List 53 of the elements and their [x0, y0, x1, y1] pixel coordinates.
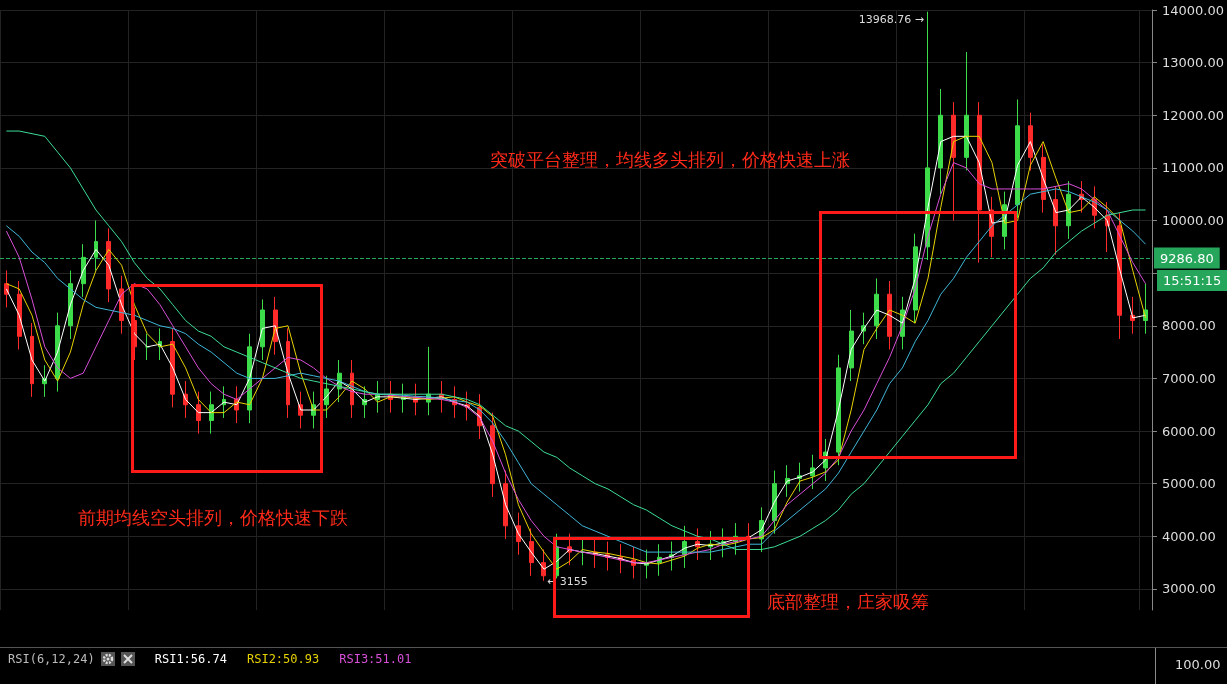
candlestick — [887, 280, 892, 350]
candlestick — [209, 391, 214, 435]
annotation: 底部整理，庄家吸筹 — [767, 590, 929, 612]
candlestick — [951, 101, 956, 222]
candlestick — [196, 391, 201, 435]
candlestick — [286, 327, 290, 419]
y-tick-label: 10000.00 — [1161, 213, 1224, 229]
y-tick-label: 6000.00 — [1161, 423, 1216, 439]
annotation: 突破平台整理，均线多头排列，价格快速上涨 — [490, 148, 850, 170]
candlestick — [964, 51, 969, 172]
text: RSI1:56.74 — [154, 652, 227, 666]
candlestick — [1053, 185, 1058, 256]
candlestick — [849, 309, 854, 382]
candlestick — [529, 527, 534, 577]
y-tick-label: 7000.00 — [1161, 370, 1216, 386]
candlestick — [1028, 112, 1033, 172]
y-tick-label: 3000.00 — [1161, 581, 1216, 597]
text: RSI2:50.93 — [246, 652, 320, 666]
candlestick — [81, 243, 86, 298]
y-tick-label: 13000.00 — [1161, 55, 1224, 71]
y-tick-label: 11000.00 — [1161, 160, 1224, 176]
candlestick — [1015, 98, 1020, 219]
candlestick — [324, 375, 329, 419]
candlestick — [580, 538, 585, 566]
annotation: 前期均线空头排列，价格快速下跌 — [78, 506, 348, 528]
text: RSI3:51.01 — [339, 652, 412, 666]
candlestick — [695, 527, 700, 561]
candlestick — [836, 354, 841, 466]
annotation: 13968.76 → — [858, 12, 924, 26]
candlestick — [1066, 180, 1071, 240]
y-tick-label: 4000.00 — [1161, 528, 1216, 544]
text: RSI(6,12,24) — [8, 652, 95, 666]
candlestick — [30, 322, 34, 398]
candlestick — [1143, 283, 1148, 335]
candlestick — [977, 101, 982, 264]
candlestick — [170, 327, 175, 408]
candlestick — [145, 333, 150, 361]
y-tick-label: 14000.00 — [1161, 2, 1224, 18]
text: 15:51:15 — [1163, 273, 1222, 289]
candlestick — [772, 470, 777, 535]
candlestick — [938, 88, 943, 195]
candlestick — [17, 280, 22, 350]
y-tick-label: 5000.00 — [1161, 476, 1216, 492]
y-tick-label: 12000.00 — [1161, 107, 1224, 123]
candlestick — [260, 298, 265, 361]
candlestick — [94, 220, 98, 272]
candlestick — [1117, 212, 1122, 340]
candlestick — [874, 277, 879, 340]
candlestick — [631, 546, 636, 579]
candlestick — [222, 385, 226, 419]
text: 100.00 — [1175, 657, 1221, 672]
ref-line-label: 9286.80 — [1159, 250, 1214, 266]
y-tick-label: 8000.00 — [1161, 318, 1216, 334]
